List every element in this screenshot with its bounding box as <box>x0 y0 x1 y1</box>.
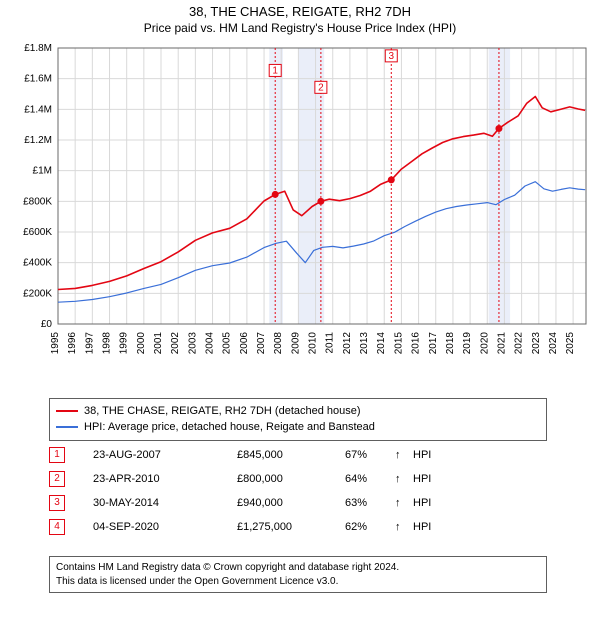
svg-text:2: 2 <box>318 82 324 93</box>
svg-text:2017: 2017 <box>428 332 439 355</box>
svg-text:£800K: £800K <box>23 196 52 207</box>
svg-text:2024: 2024 <box>548 332 559 355</box>
svg-text:2023: 2023 <box>531 332 542 355</box>
legend-label: HPI: Average price, detached house, Reig… <box>84 421 375 433</box>
legend-swatch-icon <box>56 426 78 428</box>
svg-text:1999: 1999 <box>119 332 130 355</box>
svg-text:£400K: £400K <box>23 258 52 269</box>
svg-text:2016: 2016 <box>411 332 422 355</box>
svg-text:1997: 1997 <box>84 332 95 355</box>
svg-text:2015: 2015 <box>393 332 404 355</box>
table-row: 4 04-SEP-2020 £1,275,000 62% ↑ HPI <box>49 515 547 539</box>
legend-item: HPI: Average price, detached house, Reig… <box>56 419 540 435</box>
tx-ref: HPI <box>413 497 431 509</box>
svg-text:2005: 2005 <box>222 332 233 355</box>
tx-marker-icon: 1 <box>49 447 65 463</box>
legend: 38, THE CHASE, REIGATE, RH2 7DH (detache… <box>49 398 547 441</box>
svg-text:2022: 2022 <box>514 332 525 355</box>
tx-date: 23-APR-2010 <box>93 473 237 485</box>
svg-text:2004: 2004 <box>205 332 216 355</box>
svg-text:2009: 2009 <box>290 332 301 355</box>
tx-ref: HPI <box>413 521 431 533</box>
table-row: 1 23-AUG-2007 £845,000 67% ↑ HPI <box>49 443 547 467</box>
svg-text:2020: 2020 <box>479 332 490 355</box>
tx-pct: 62% <box>345 521 395 533</box>
legend-swatch-icon <box>56 410 78 412</box>
svg-text:2008: 2008 <box>273 332 284 355</box>
arrow-up-icon: ↑ <box>395 449 413 461</box>
svg-text:2014: 2014 <box>376 332 387 355</box>
arrow-up-icon: ↑ <box>395 497 413 509</box>
tx-price: £845,000 <box>237 449 345 461</box>
svg-text:£0: £0 <box>41 319 53 330</box>
svg-text:£1.2M: £1.2M <box>24 135 52 146</box>
svg-text:£1M: £1M <box>33 166 52 177</box>
tx-pct: 63% <box>345 497 395 509</box>
svg-text:2010: 2010 <box>308 332 319 355</box>
tx-ref: HPI <box>413 449 431 461</box>
svg-text:2000: 2000 <box>136 332 147 355</box>
chart-titles: 38, THE CHASE, REIGATE, RH2 7DH Price pa… <box>0 0 600 35</box>
svg-text:3: 3 <box>389 51 395 62</box>
svg-text:1996: 1996 <box>67 332 78 355</box>
price-chart: £0 £200K £400K £600K £800K £1M £1.2M £1.4M £1.6M… <box>10 42 590 382</box>
svg-text:2021: 2021 <box>496 332 507 355</box>
svg-text:£1.6M: £1.6M <box>24 74 52 85</box>
svg-text:2019: 2019 <box>462 332 473 355</box>
legend-item: 38, THE CHASE, REIGATE, RH2 7DH (detache… <box>56 403 540 419</box>
svg-text:2001: 2001 <box>153 332 164 355</box>
arrow-up-icon: ↑ <box>395 473 413 485</box>
svg-text:£1.4M: £1.4M <box>24 104 52 115</box>
svg-text:2025: 2025 <box>565 332 576 355</box>
tx-marker-icon: 3 <box>49 495 65 511</box>
svg-text:£1.8M: £1.8M <box>24 43 52 54</box>
svg-text:2003: 2003 <box>187 332 198 355</box>
transactions-table: 1 23-AUG-2007 £845,000 67% ↑ HPI 2 23-AP… <box>49 443 547 539</box>
footer-line: Contains HM Land Registry data © Crown c… <box>56 561 540 575</box>
svg-text:2013: 2013 <box>359 332 370 355</box>
tx-ref: HPI <box>413 473 431 485</box>
svg-text:£600K: £600K <box>23 227 52 238</box>
tx-date: 23-AUG-2007 <box>93 449 237 461</box>
svg-text:2018: 2018 <box>445 332 456 355</box>
legend-label: 38, THE CHASE, REIGATE, RH2 7DH (detache… <box>84 405 361 417</box>
tx-marker-icon: 2 <box>49 471 65 487</box>
tx-marker-icon: 4 <box>49 519 65 535</box>
tx-price: £940,000 <box>237 497 345 509</box>
arrow-up-icon: ↑ <box>395 521 413 533</box>
tx-pct: 64% <box>345 473 395 485</box>
svg-text:1995: 1995 <box>50 332 61 355</box>
svg-text:2012: 2012 <box>342 332 353 355</box>
attribution-footer: Contains HM Land Registry data © Crown c… <box>49 556 547 593</box>
tx-date: 04-SEP-2020 <box>93 521 237 533</box>
svg-text:1: 1 <box>272 65 278 76</box>
svg-text:1998: 1998 <box>102 332 113 355</box>
svg-text:2002: 2002 <box>170 332 181 355</box>
title-address: 38, THE CHASE, REIGATE, RH2 7DH <box>0 4 600 19</box>
table-row: 2 23-APR-2010 £800,000 64% ↑ HPI <box>49 467 547 491</box>
svg-text:2007: 2007 <box>256 332 267 355</box>
svg-text:2006: 2006 <box>239 332 250 355</box>
footer-line: This data is licensed under the Open Gov… <box>56 575 540 589</box>
tx-price: £800,000 <box>237 473 345 485</box>
table-row: 3 30-MAY-2014 £940,000 63% ↑ HPI <box>49 491 547 515</box>
tx-date: 30-MAY-2014 <box>93 497 237 509</box>
title-subtitle: Price paid vs. HM Land Registry's House … <box>0 21 600 35</box>
svg-text:£200K: £200K <box>23 288 52 299</box>
tx-pct: 67% <box>345 449 395 461</box>
tx-price: £1,275,000 <box>237 521 345 533</box>
svg-text:2011: 2011 <box>325 332 336 354</box>
